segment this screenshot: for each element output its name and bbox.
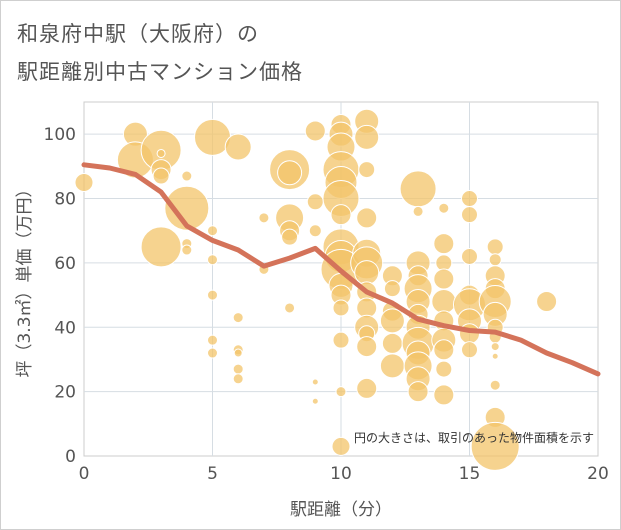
data-point <box>461 190 478 208</box>
data-point <box>354 124 380 150</box>
data-point <box>140 226 182 268</box>
data-point <box>233 348 243 358</box>
data-point <box>164 185 210 231</box>
y-tick-label: 100 <box>44 125 76 145</box>
data-point <box>356 207 378 229</box>
data-point <box>433 233 455 255</box>
data-point <box>490 342 500 352</box>
data-point <box>181 244 193 256</box>
data-point <box>354 260 380 286</box>
x-tick-labels: 0 5 10 15 20 <box>79 464 609 484</box>
data-point <box>356 336 378 358</box>
data-point <box>433 384 455 406</box>
data-point <box>332 331 350 349</box>
data-point <box>330 204 352 226</box>
data-point <box>308 224 322 238</box>
data-point <box>306 193 324 211</box>
data-point <box>232 373 244 385</box>
data-point <box>461 247 478 265</box>
data-point <box>379 353 405 379</box>
data-point <box>207 347 218 359</box>
data-point <box>281 228 299 246</box>
data-point <box>331 436 351 456</box>
data-point <box>277 160 303 186</box>
data-point <box>491 352 499 360</box>
data-point <box>207 254 218 266</box>
data-point <box>412 205 424 217</box>
x-tick-label: 10 <box>330 464 352 484</box>
data-point <box>486 238 504 256</box>
data-point <box>399 170 437 208</box>
x-tick-label: 15 <box>459 464 481 484</box>
y-tick-label: 40 <box>54 318 76 338</box>
data-point <box>311 397 319 405</box>
chart-title-line1: 和泉府中駅（大阪府）の <box>17 22 259 46</box>
data-point <box>461 341 478 359</box>
data-point <box>358 161 376 179</box>
data-point <box>311 378 319 386</box>
data-point <box>433 339 455 361</box>
x-tick-label: 5 <box>207 464 218 484</box>
chart-note: 円の大きさは、取引のあった物件面積を示す <box>354 430 594 445</box>
data-point <box>488 253 502 267</box>
y-axis-label: 坪（3.3㎡）単価（万円） <box>15 180 35 377</box>
x-tick-label: 20 <box>587 464 609 484</box>
data-point <box>381 332 403 354</box>
data-point <box>207 334 218 346</box>
trend-line <box>81 162 601 377</box>
data-point <box>489 379 501 391</box>
y-tick-label: 20 <box>54 383 76 403</box>
data-point <box>461 206 478 224</box>
bubbles <box>74 108 558 471</box>
data-point <box>536 291 558 313</box>
data-point <box>379 308 405 334</box>
chart-title-line2: 駅距離別中古マンション価格 <box>17 60 303 84</box>
data-point <box>258 212 270 224</box>
x-axis-label: 駅距離（分） <box>290 500 392 520</box>
data-point <box>232 363 244 375</box>
data-point <box>181 170 193 182</box>
y-tick-label: 80 <box>54 190 76 210</box>
data-point <box>74 172 94 192</box>
data-point <box>435 360 453 378</box>
y-tick-label: 60 <box>54 254 76 274</box>
data-point <box>431 289 457 315</box>
x-tick-label: 0 <box>79 464 90 484</box>
data-point <box>335 386 347 398</box>
data-point <box>232 312 244 324</box>
data-point <box>470 421 520 471</box>
data-point <box>407 381 429 403</box>
data-point <box>383 280 401 298</box>
data-point <box>207 225 218 237</box>
data-point <box>224 133 252 161</box>
data-point <box>156 148 166 158</box>
data-point <box>433 268 455 290</box>
data-point <box>152 167 170 185</box>
data-point <box>304 120 326 142</box>
y-tick-labels: 0 20 40 60 80 100 <box>44 125 76 467</box>
data-point <box>438 202 450 214</box>
y-tick-label: 0 <box>65 447 76 467</box>
data-point <box>207 289 218 301</box>
data-point <box>284 302 296 314</box>
data-point <box>332 299 350 317</box>
data-point <box>356 377 378 399</box>
